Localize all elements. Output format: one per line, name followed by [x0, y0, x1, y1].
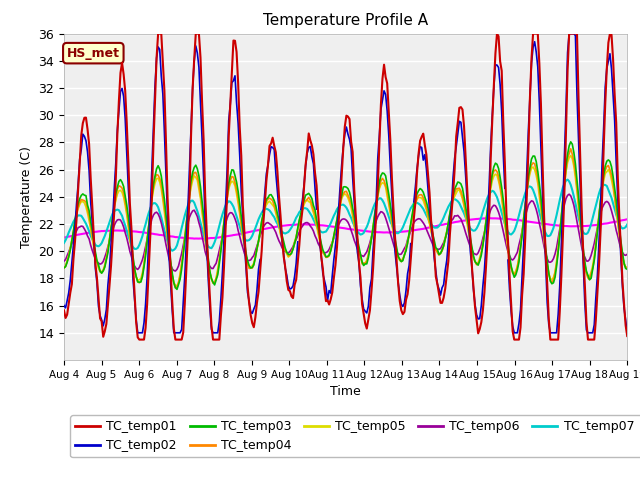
- TC_temp03: [60, 265, 68, 271]
- TC_temp03: [258, 218, 266, 224]
- TC_temp01: [250, 324, 258, 330]
- TC_temp01: [136, 337, 143, 343]
- Line: TC_temp06: TC_temp06: [64, 194, 627, 271]
- TC_temp03: [308, 196, 316, 202]
- TC_temp07: [168, 248, 176, 253]
- TC_temp08: [60, 235, 68, 240]
- Line: TC_temp07: TC_temp07: [64, 180, 627, 251]
- TC_temp08: [308, 222, 316, 228]
- TC_temp04: [308, 202, 316, 207]
- TC_temp04: [567, 146, 575, 152]
- TC_temp01: [231, 38, 239, 44]
- Y-axis label: Temperature (C): Temperature (C): [20, 146, 33, 248]
- TC_temp08: [230, 232, 237, 238]
- TC_temp03: [230, 168, 237, 173]
- TC_temp04: [258, 219, 266, 225]
- TC_temp07: [230, 204, 237, 210]
- TC_temp03: [248, 264, 256, 270]
- TC_temp07: [258, 210, 266, 216]
- TC_temp01: [154, 31, 162, 36]
- Line: TC_temp05: TC_temp05: [64, 156, 627, 287]
- TC_temp08: [623, 216, 631, 222]
- TC_temp04: [129, 257, 137, 263]
- TC_temp03: [567, 139, 575, 145]
- TC_temp02: [60, 302, 68, 308]
- TC_temp01: [129, 263, 137, 268]
- TC_temp04: [230, 174, 237, 180]
- TC_temp02: [308, 154, 316, 160]
- Legend: TC_temp01, TC_temp02, TC_temp03, TC_temp04, TC_temp05, TC_temp06, TC_temp07, TC_: TC_temp01, TC_temp02, TC_temp03, TC_temp…: [70, 415, 640, 457]
- TC_temp01: [60, 308, 68, 313]
- TC_temp04: [595, 213, 603, 219]
- TC_temp06: [595, 217, 603, 223]
- TC_temp07: [129, 244, 137, 250]
- TC_temp05: [308, 205, 316, 211]
- TC_temp05: [623, 264, 631, 270]
- TC_temp06: [308, 225, 316, 231]
- TC_temp01: [595, 263, 603, 269]
- TC_temp06: [230, 212, 237, 218]
- TC_temp03: [129, 253, 137, 259]
- TC_temp07: [564, 177, 572, 182]
- Line: TC_temp01: TC_temp01: [64, 34, 627, 340]
- TC_temp06: [172, 268, 179, 274]
- Text: HS_met: HS_met: [67, 47, 120, 60]
- Line: TC_temp08: TC_temp08: [64, 218, 627, 239]
- TC_temp05: [129, 258, 137, 264]
- TC_temp04: [172, 285, 179, 291]
- TC_temp04: [60, 265, 68, 271]
- TC_temp03: [173, 287, 180, 292]
- TC_temp02: [129, 276, 137, 282]
- TC_temp08: [487, 216, 495, 221]
- TC_temp06: [60, 258, 68, 264]
- TC_temp04: [623, 264, 631, 270]
- Line: TC_temp03: TC_temp03: [64, 142, 627, 289]
- TC_temp06: [129, 260, 137, 265]
- TC_temp07: [248, 233, 256, 239]
- TC_temp05: [60, 264, 68, 270]
- TC_temp06: [565, 192, 573, 197]
- TC_temp07: [308, 213, 316, 219]
- TC_temp02: [228, 80, 236, 85]
- TC_temp05: [595, 211, 603, 217]
- TC_temp07: [60, 240, 68, 246]
- TC_temp03: [623, 266, 631, 272]
- Title: Temperature Profile A: Temperature Profile A: [263, 13, 428, 28]
- TC_temp05: [248, 263, 256, 268]
- TC_temp03: [595, 214, 603, 220]
- TC_temp08: [595, 222, 603, 228]
- TC_temp08: [129, 228, 137, 234]
- TC_temp07: [623, 222, 631, 228]
- TC_temp05: [567, 153, 575, 158]
- TC_temp06: [258, 229, 266, 235]
- Line: TC_temp04: TC_temp04: [64, 149, 627, 288]
- TC_temp01: [310, 152, 317, 157]
- TC_temp02: [256, 257, 264, 263]
- TC_temp06: [623, 252, 631, 257]
- TC_temp07: [595, 191, 603, 196]
- TC_temp05: [173, 284, 180, 289]
- TC_temp01: [623, 333, 631, 339]
- Line: TC_temp02: TC_temp02: [64, 34, 627, 333]
- TC_temp08: [190, 236, 198, 241]
- TC_temp02: [593, 273, 601, 278]
- TC_temp04: [248, 265, 256, 271]
- TC_temp02: [247, 309, 255, 315]
- TC_temp08: [258, 227, 266, 232]
- TC_temp05: [258, 220, 266, 226]
- TC_temp02: [623, 330, 631, 336]
- TC_temp01: [259, 222, 267, 228]
- TC_temp05: [230, 180, 237, 185]
- TC_temp08: [248, 228, 256, 234]
- TC_temp06: [248, 254, 256, 260]
- X-axis label: Time: Time: [330, 385, 361, 398]
